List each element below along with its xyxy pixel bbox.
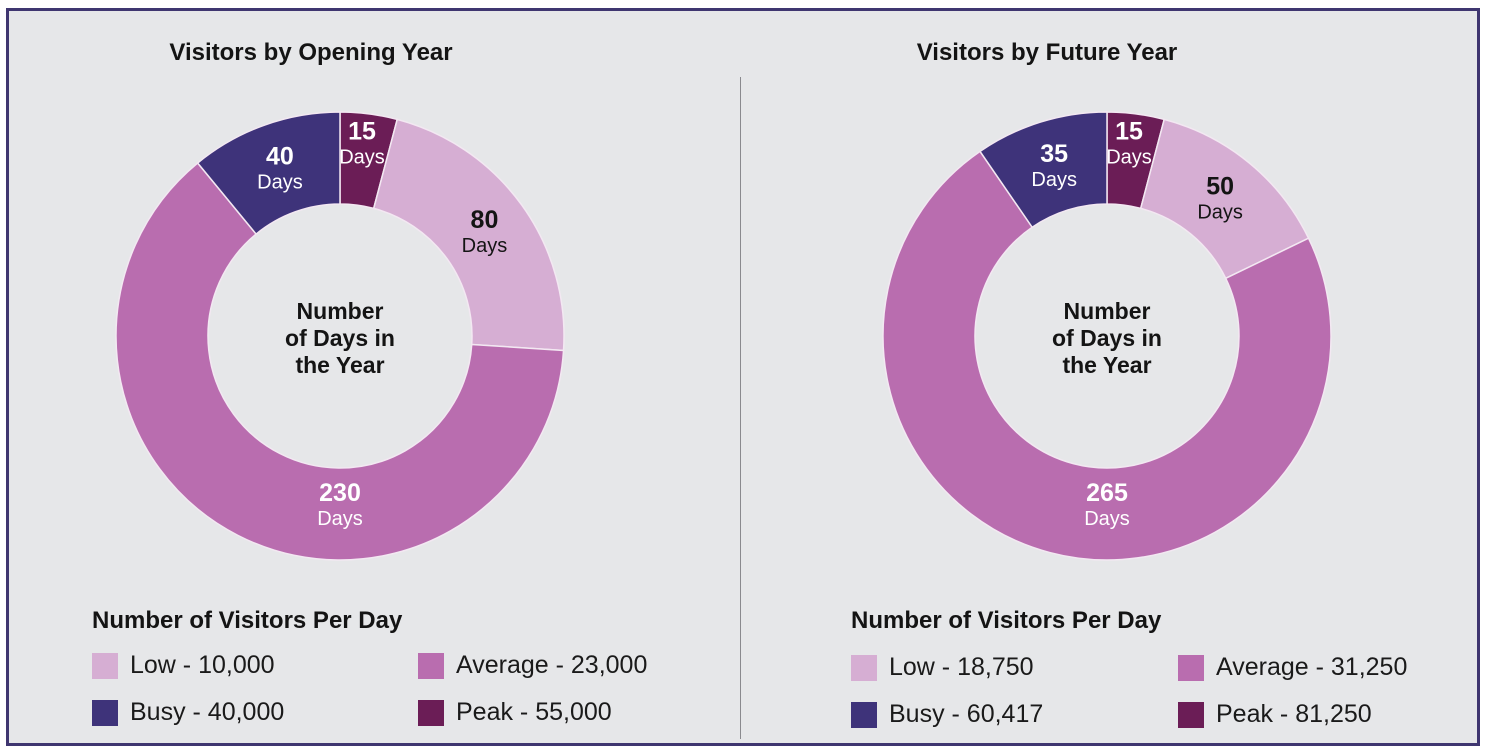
center-label-line: the Year (1062, 352, 1151, 378)
legend-swatch-peak (1178, 701, 1204, 728)
chart-title: Visitors by Future Year (916, 39, 1178, 66)
legend-title: Number of Visitors Per Day (92, 607, 403, 634)
infographic-frame: Visitors by Opening Year 15 Days 80 Days 230… (6, 8, 1480, 746)
legend-label: Average - 31,250 (1216, 653, 1408, 681)
legend-item-busy: Busy - 60,417 (851, 700, 1043, 729)
legend-label: Low - 10,000 (130, 651, 275, 679)
slice-value-label-low: 80 (471, 206, 499, 234)
slice-unit-label-average: Days (1084, 508, 1130, 530)
legend-swatch-average (418, 652, 444, 679)
slice-value-label-busy: 35 (1040, 140, 1068, 168)
slice-value-label-peak: 15 (348, 118, 376, 146)
legend-swatch-busy (92, 699, 118, 726)
opening-year-panel: Visitors by Opening Year 15 Days 80 Days 230… (9, 11, 741, 743)
legend-item-busy: Busy - 40,000 (92, 698, 284, 727)
legend-label: Low - 18,750 (889, 653, 1034, 681)
legend-label: Busy - 40,000 (130, 698, 285, 726)
center-label-line: the Year (295, 352, 384, 378)
chart-title: Visitors by Opening Year (169, 39, 453, 66)
center-label-line: Number (1064, 298, 1151, 324)
slice-value-label-peak: 15 (1115, 118, 1143, 146)
panel-divider (740, 77, 741, 739)
donut-slice-average (882, 150, 1332, 561)
slice-value-label-average: 230 (319, 479, 361, 507)
legend-label: Peak - 81,250 (1216, 700, 1372, 728)
slice-unit-label-low: Days (462, 235, 508, 257)
slice-unit-label-busy: Days (257, 171, 303, 193)
center-label-line: Number (297, 298, 384, 324)
legend-swatch-busy (851, 701, 877, 728)
legend-item-average: Average - 23,000 (418, 651, 647, 680)
legend-swatch-low (851, 654, 877, 681)
slice-unit-label-peak: Days (339, 147, 385, 169)
legend-swatch-low (92, 652, 118, 679)
legend-item-peak: Peak - 55,000 (418, 698, 612, 727)
legend-swatch-peak (418, 699, 444, 726)
slice-value-label-busy: 40 (266, 142, 294, 170)
legend-label: Peak - 55,000 (456, 698, 612, 726)
center-label-line: of Days in (1052, 325, 1162, 351)
future-year-panel: Visitors by Future Year 15 Days 50 Days 265 D… (741, 11, 1473, 743)
legend-swatch-average (1178, 654, 1204, 681)
donut-slice-busy (196, 111, 341, 236)
center-label-line: of Days in (285, 325, 395, 351)
slice-unit-label-peak: Days (1106, 147, 1152, 169)
donut-slice-busy (979, 111, 1108, 229)
slice-unit-label-busy: Days (1031, 169, 1077, 191)
slice-value-label-average: 265 (1086, 479, 1128, 507)
legend-label: Average - 23,000 (456, 651, 648, 679)
donut-slice-low (372, 118, 565, 352)
legend-item-low: Low - 10,000 (92, 651, 275, 680)
legend-item-average: Average - 31,250 (1178, 653, 1407, 682)
legend-title: Number of Visitors Per Day (851, 607, 1162, 634)
slice-unit-label-low: Days (1197, 202, 1243, 224)
donut-slice-average (115, 161, 565, 561)
legend-item-low: Low - 18,750 (851, 653, 1034, 682)
legend-item-peak: Peak - 81,250 (1178, 700, 1372, 729)
slice-unit-label-average: Days (317, 508, 363, 530)
slice-value-label-low: 50 (1206, 173, 1234, 201)
legend-label: Busy - 60,417 (889, 700, 1044, 728)
